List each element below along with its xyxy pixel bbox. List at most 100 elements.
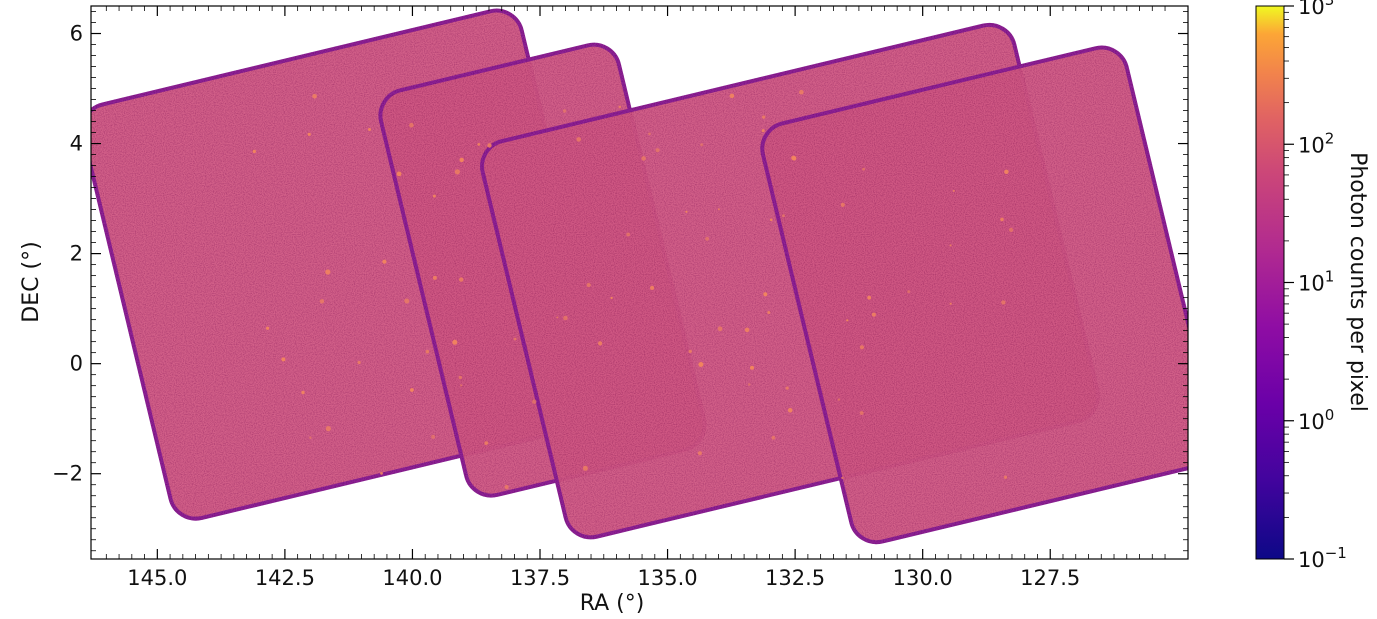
survey-tile-4 bbox=[760, 45, 1188, 545]
colorbar-tick-label: 103 bbox=[1298, 0, 1334, 19]
point-source bbox=[312, 94, 317, 99]
point-source bbox=[867, 295, 872, 300]
point-source bbox=[477, 143, 481, 146]
colorbar bbox=[1255, 5, 1285, 560]
point-source bbox=[697, 451, 703, 456]
point-source bbox=[325, 426, 331, 432]
colorbar-label: Photon counts per pixel bbox=[1345, 152, 1370, 412]
point-source bbox=[425, 349, 430, 354]
x-axis-label: RA (°) bbox=[580, 591, 645, 616]
point-source bbox=[717, 208, 720, 211]
point-source bbox=[307, 132, 311, 136]
point-source bbox=[576, 137, 581, 142]
point-source bbox=[655, 148, 660, 153]
y-tick-label: 6 bbox=[70, 22, 83, 46]
point-source bbox=[859, 345, 865, 350]
point-source bbox=[744, 327, 750, 333]
x-tick-label: 142.5 bbox=[255, 566, 315, 590]
point-source bbox=[556, 316, 559, 319]
point-source bbox=[949, 244, 952, 247]
point-source bbox=[1003, 475, 1008, 479]
point-source bbox=[1000, 217, 1004, 222]
point-source bbox=[431, 434, 436, 439]
point-source bbox=[252, 149, 256, 154]
point-source bbox=[562, 109, 567, 113]
point-source bbox=[610, 296, 613, 300]
y-axis-label: DEC (°) bbox=[19, 241, 44, 322]
point-source bbox=[357, 360, 361, 365]
point-source bbox=[382, 259, 387, 264]
y-tick-label: 4 bbox=[70, 132, 83, 156]
point-source bbox=[840, 202, 845, 207]
point-source bbox=[504, 485, 509, 489]
point-source bbox=[1009, 227, 1014, 232]
point-source bbox=[626, 232, 631, 237]
x-tick-label: 135.0 bbox=[638, 566, 698, 590]
point-source bbox=[582, 465, 588, 471]
colorbar-tick-label: 100 bbox=[1298, 406, 1334, 434]
point-source bbox=[862, 167, 865, 171]
point-source bbox=[309, 436, 312, 439]
point-source bbox=[837, 398, 841, 401]
point-source bbox=[404, 298, 410, 304]
point-source bbox=[763, 292, 768, 297]
point-source bbox=[771, 435, 776, 440]
tile-layer bbox=[91, 8, 1188, 545]
point-source bbox=[380, 472, 383, 475]
point-source bbox=[700, 143, 704, 147]
point-source bbox=[281, 357, 286, 362]
point-source bbox=[458, 375, 462, 380]
plot-frame bbox=[90, 5, 1189, 560]
point-source bbox=[641, 156, 646, 161]
y-tick-label: 0 bbox=[70, 352, 83, 376]
x-tick-label: 140.0 bbox=[382, 566, 442, 590]
point-source bbox=[459, 157, 464, 163]
point-source bbox=[487, 143, 492, 148]
point-source bbox=[705, 236, 709, 241]
point-source bbox=[841, 476, 844, 480]
point-source bbox=[301, 390, 305, 395]
y-tick-label: 2 bbox=[70, 242, 83, 266]
point-source bbox=[698, 362, 704, 367]
point-source bbox=[598, 341, 603, 346]
colorbar-tick-label: 102 bbox=[1298, 129, 1334, 157]
point-source bbox=[266, 326, 270, 330]
point-source bbox=[871, 312, 876, 317]
point-source bbox=[785, 386, 789, 390]
point-source bbox=[563, 315, 568, 321]
point-source bbox=[648, 132, 651, 136]
point-source bbox=[410, 388, 414, 392]
source-layer bbox=[252, 89, 1014, 489]
x-axis: 145.0 142.5 140.0 137.5 135.0 132.5 130.0 127.5 bbox=[105, 6, 1166, 590]
y-tick-label: −2 bbox=[52, 462, 83, 486]
plot-area bbox=[91, 8, 1188, 545]
point-source bbox=[907, 290, 911, 294]
point-source bbox=[452, 339, 458, 345]
point-source bbox=[432, 275, 437, 280]
point-source bbox=[750, 365, 754, 370]
point-source bbox=[325, 269, 331, 275]
point-source bbox=[396, 171, 402, 177]
point-source bbox=[459, 277, 464, 282]
point-source bbox=[685, 210, 688, 213]
point-source bbox=[532, 399, 537, 404]
point-source bbox=[650, 285, 655, 290]
point-source bbox=[952, 189, 955, 192]
y-axis: 6 4 2 0 −2 bbox=[52, 11, 1188, 552]
point-source bbox=[799, 89, 804, 95]
point-source bbox=[791, 156, 797, 161]
colorbar-tick-label: 10−1 bbox=[1298, 544, 1347, 572]
point-source bbox=[513, 337, 517, 341]
point-source bbox=[618, 105, 622, 109]
point-source bbox=[748, 383, 751, 386]
point-source bbox=[717, 326, 723, 332]
colorbar-ticks: 10−1 100 101 102 103 bbox=[1284, 0, 1347, 572]
point-source bbox=[949, 302, 952, 305]
point-source bbox=[454, 169, 460, 175]
point-source bbox=[761, 129, 765, 133]
point-source bbox=[769, 218, 773, 222]
point-source bbox=[1001, 300, 1006, 305]
point-source bbox=[319, 299, 325, 304]
point-source bbox=[1004, 169, 1009, 174]
